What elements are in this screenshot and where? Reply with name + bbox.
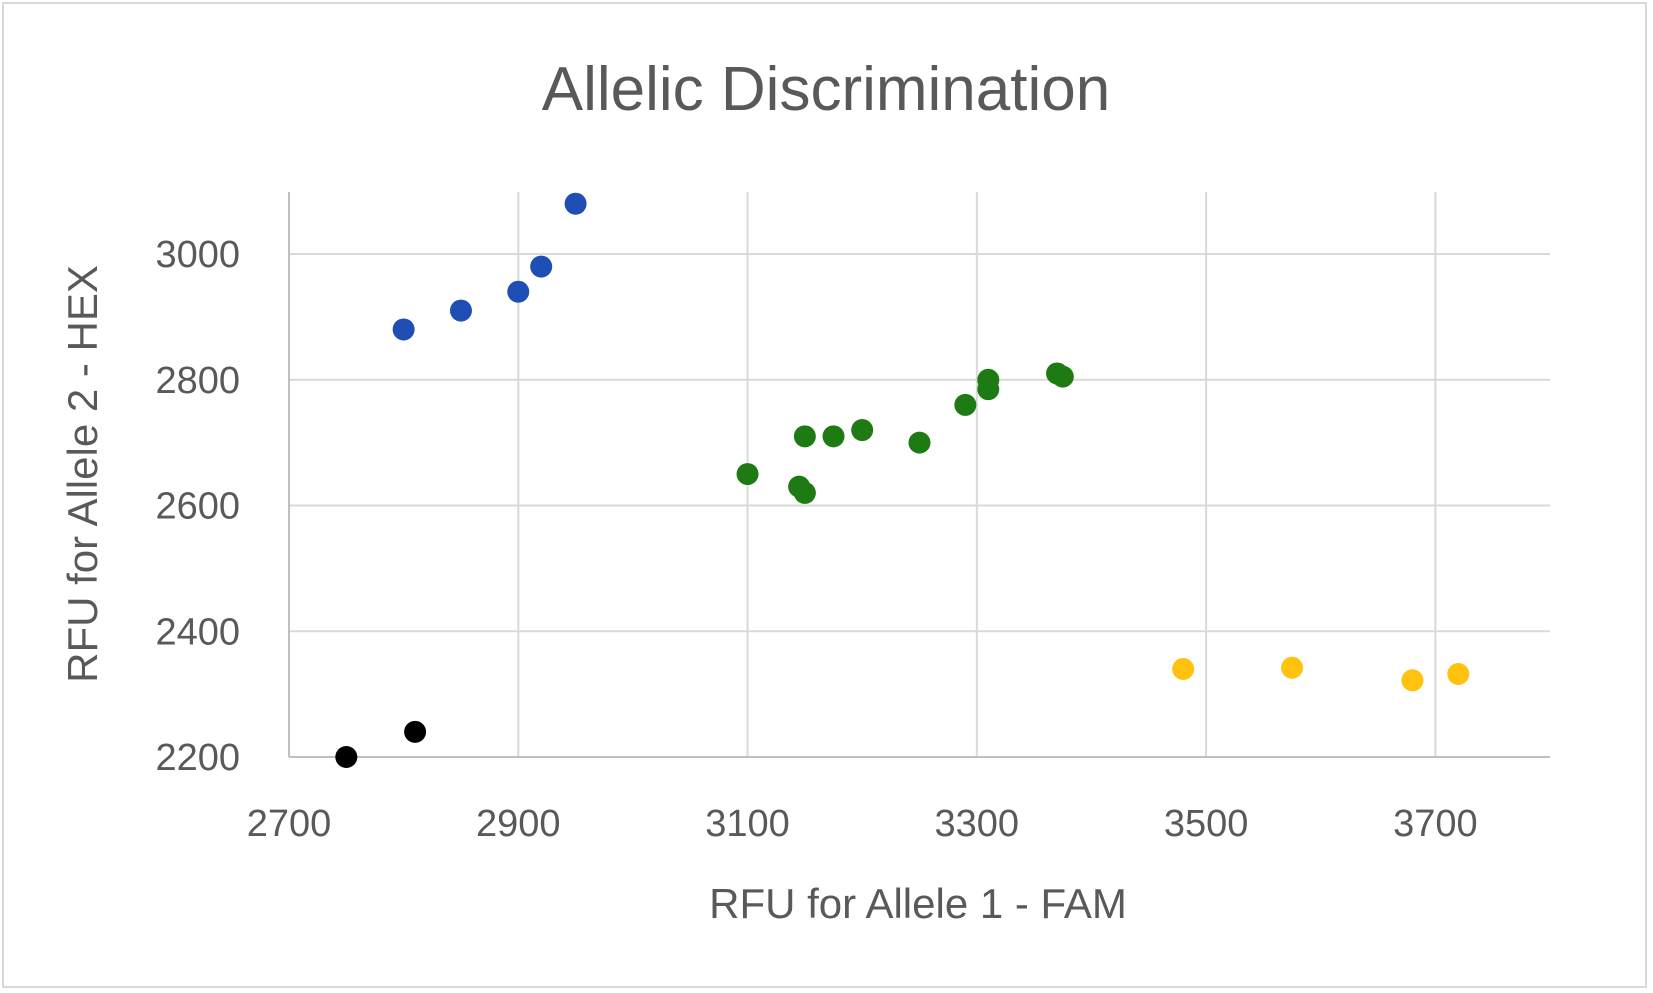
data-point <box>335 746 358 768</box>
data-point <box>507 280 530 303</box>
x-tick-label: 3500 <box>1164 803 1249 845</box>
data-point <box>954 393 977 416</box>
data-point <box>1172 657 1195 680</box>
data-points <box>335 192 1470 768</box>
data-point <box>1051 365 1074 388</box>
x-axis-title: RFU for Allele 1 - FAM <box>709 880 1127 927</box>
y-tick-label: 2400 <box>155 611 240 653</box>
data-point <box>793 481 816 504</box>
gridlines <box>289 192 1550 757</box>
y-tick-label: 2600 <box>155 486 240 528</box>
data-point <box>564 192 587 215</box>
axes <box>288 192 1550 758</box>
y-tick-label: 3000 <box>155 234 240 276</box>
data-point <box>851 419 874 442</box>
x-tick-label: 3300 <box>935 803 1020 845</box>
data-point <box>1447 663 1470 686</box>
y-tick-label: 2200 <box>155 737 240 779</box>
tick-labels: 2700 2900 3100 3300 3500 3700 2200 2400 2600 2800… <box>155 234 1477 845</box>
data-point <box>793 425 816 448</box>
data-point <box>530 255 553 278</box>
data-point <box>1401 669 1424 692</box>
data-point <box>908 431 931 454</box>
data-point <box>404 720 427 743</box>
data-point <box>1281 656 1304 679</box>
data-point <box>736 463 759 486</box>
chart-title: Allelic Discrimination <box>542 55 1110 124</box>
data-point <box>977 378 1000 401</box>
data-point <box>392 318 415 341</box>
x-tick-label: 3700 <box>1393 803 1478 845</box>
x-tick-label: 3100 <box>705 803 790 845</box>
x-tick-label: 2900 <box>476 803 561 845</box>
data-point <box>822 425 845 448</box>
y-axis-title: RFU for Allele 2 - HEX <box>59 265 106 683</box>
y-tick-label: 2800 <box>155 360 240 402</box>
data-point <box>449 299 472 322</box>
x-tick-label: 2700 <box>247 803 332 845</box>
